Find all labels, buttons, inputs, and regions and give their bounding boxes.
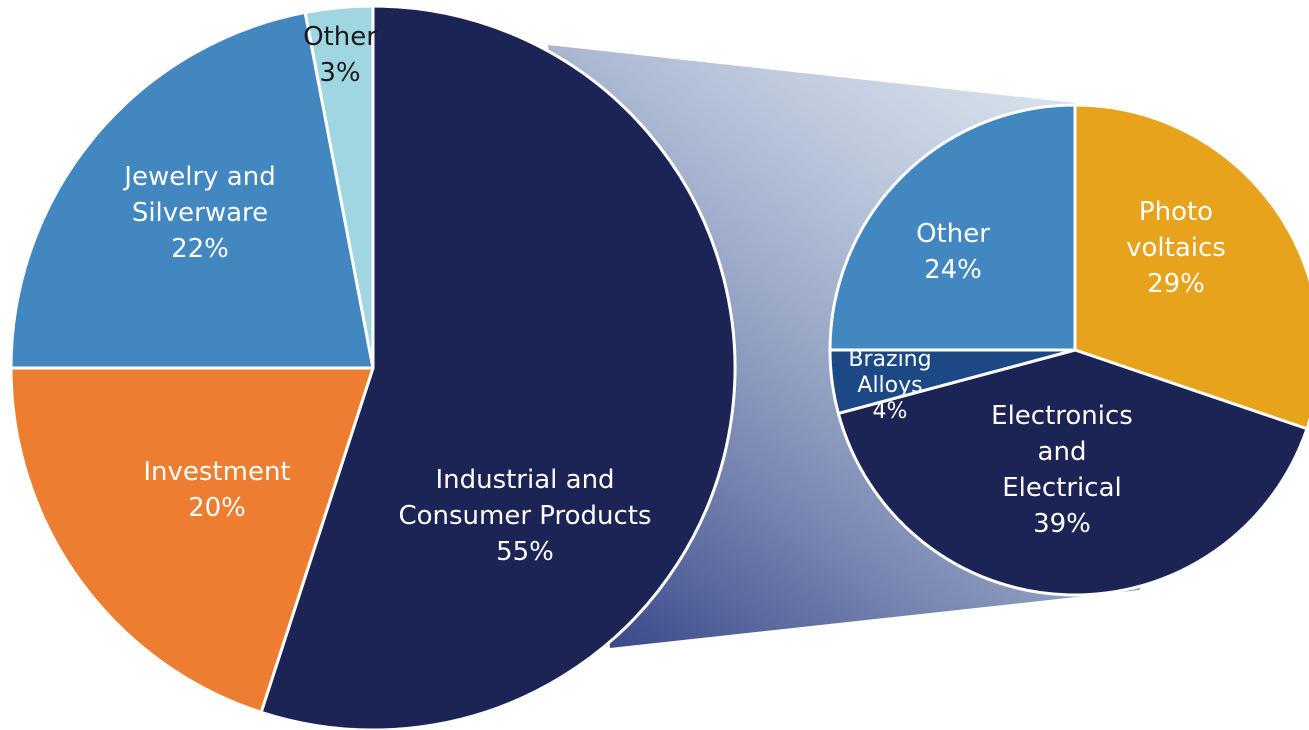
main-label-line: Industrial and (435, 465, 614, 495)
main-label-industrial-and-consumer-products: Industrial and Consumer Products 55% (398, 465, 651, 567)
sub-label-other: Other 24% (916, 219, 990, 285)
sub-label-line: Electrical (1002, 473, 1122, 503)
main-label-line: Other (303, 22, 377, 52)
sub-label-line: Brazing (848, 347, 931, 372)
main-label-line: 22% (171, 234, 229, 264)
main-label-other: Other 3% (303, 22, 377, 88)
sub-label-photo-voltaics: Photo voltaics 29% (1126, 197, 1226, 299)
sub-label-line: Other (916, 219, 990, 249)
main-label-investment: Investment 20% (143, 457, 290, 523)
main-slice-industrial-and-consumer-products (259, 4, 737, 730)
main-label-jewelry-and-silverware: Jewelry and Silverware 22% (122, 162, 275, 264)
sub-label-line: 29% (1147, 269, 1205, 299)
main-label-line: Silverware (132, 198, 268, 228)
sub-label-line: voltaics (1126, 233, 1226, 263)
main-slice-investment (9, 366, 375, 714)
sub-label-line: and (1038, 437, 1087, 467)
sub-label-electronics-and-electrical: Electronics and Electrical 39% (991, 401, 1133, 539)
sub-slice-photo-voltaics (1073, 103, 1309, 431)
sub-slice-electronics-and-electrical (836, 348, 1309, 597)
main-label-line: Investment (143, 457, 290, 487)
breakdown-pie: Photo voltaics 29% Electronics and Electrical… (828, 103, 1309, 597)
sub-label-line: Alloys (857, 373, 922, 398)
sub-label-brazing-alloys: Brazing Alloys 4% (848, 347, 931, 424)
sub-slice-other (828, 103, 1077, 352)
sub-label-line: 39% (1033, 509, 1091, 539)
sub-label-line: 24% (924, 255, 982, 285)
sub-label-line: Electronics (991, 401, 1133, 431)
main-pie: Industrial and Consumer Products 55% Invest… (9, 4, 737, 730)
main-label-line: 3% (319, 58, 360, 88)
main-label-line: 55% (496, 537, 554, 567)
main-label-line: 20% (188, 493, 246, 523)
sub-label-line: Photo (1139, 197, 1213, 227)
main-slice-jewelry-and-silverware (9, 10, 375, 370)
main-label-line: Consumer Products (398, 501, 651, 531)
main-label-line: Jewelry and (122, 162, 275, 192)
sub-label-line: 4% (873, 399, 908, 424)
main-slice-other (303, 4, 375, 370)
